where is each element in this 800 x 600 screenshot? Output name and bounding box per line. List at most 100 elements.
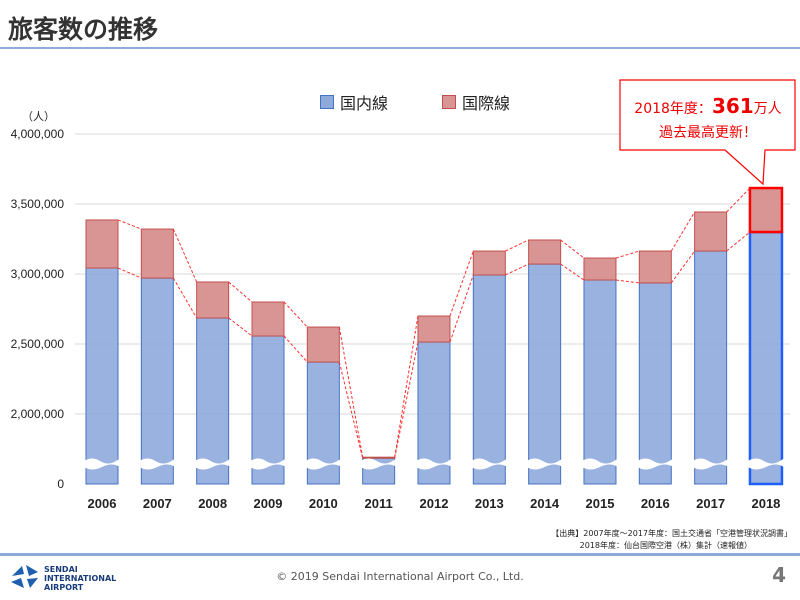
x-tick-label: 2018: [751, 496, 780, 511]
connector-domestic: [117, 267, 142, 279]
x-tick-label: 2010: [309, 496, 338, 511]
connector-domestic: [560, 263, 585, 281]
y-axis-label: （人）: [22, 110, 55, 123]
connector-domestic: [228, 317, 253, 337]
axis-break-mark: [692, 458, 730, 470]
bar-international: [85, 219, 119, 269]
bar-international: [694, 211, 728, 252]
bar-domestic: [748, 230, 784, 486]
connector-international: [117, 219, 142, 230]
x-tick-label: 2017: [696, 496, 725, 511]
page-number: 4: [772, 563, 786, 587]
connector-international: [505, 239, 529, 252]
axis-break-mark: [360, 458, 398, 470]
bar-international: [251, 301, 285, 337]
x-tick-label: 2009: [254, 496, 283, 511]
legend-swatch-international: [442, 95, 456, 109]
axis-break-mark: [84, 458, 122, 470]
airport-logo-text: SENDAI INTERNATIONAL AIRPORT: [44, 565, 117, 592]
bar-domestic: [196, 317, 230, 485]
legend-swatch-domestic: [320, 95, 334, 109]
x-tick-label: 2013: [475, 496, 504, 511]
callout-prefix: 2018年度：: [634, 101, 712, 117]
bar-domestic: [85, 267, 119, 485]
source-line2: 2018年度：仙台国際空港（株）集計（速報値）: [579, 541, 752, 550]
bar-international: [472, 250, 506, 276]
bar-international: [306, 326, 340, 363]
connector-domestic: [394, 341, 419, 459]
airport-logo-icon: [11, 565, 38, 588]
connector-international: [670, 211, 696, 252]
connector-international: [338, 326, 364, 458]
callout-line2: 過去最高更新！: [659, 125, 757, 141]
bar-domestic: [472, 274, 506, 485]
bar-international: [140, 228, 174, 279]
axis-break-mark: [747, 458, 786, 470]
axis-break-mark: [194, 458, 232, 470]
x-tick-label: 2006: [88, 496, 117, 511]
y-tick-label: 3,500,000: [11, 197, 65, 211]
connector-international: [283, 301, 308, 328]
bar-domestic: [140, 277, 174, 485]
y-tick-label: 2,500,000: [11, 337, 65, 351]
connector-domestic: [172, 277, 198, 319]
connector-international: [394, 315, 419, 458]
callout-value: 361: [711, 94, 754, 118]
bar-international: [196, 281, 230, 319]
source-line1: 【出典】2007年度～2017年度：国土交通省「空港管理状況調書」: [551, 529, 792, 538]
y-tick-label: 4,000,000: [11, 127, 65, 141]
axis-break-mark: [637, 458, 675, 470]
bar-domestic: [694, 250, 728, 485]
bar-international: [748, 186, 784, 234]
bar-international: [417, 315, 451, 343]
bar-international: [528, 239, 562, 265]
bar-international: [583, 257, 617, 281]
bar-international: [362, 456, 396, 459]
axis-break-mark: [305, 458, 343, 470]
y-tick-label: 3,000,000: [11, 267, 65, 281]
axis-break-mark: [471, 458, 509, 470]
record-callout: 2018年度：361万人 過去最高更新！: [620, 94, 796, 145]
connector-international: [228, 281, 253, 303]
source-note: 【出典】2007年度～2017年度：国土交通省「空港管理状況調書」 2018年度…: [551, 528, 792, 552]
x-tick-label: 2016: [641, 496, 670, 511]
bar-domestic: [583, 279, 617, 485]
connector-international: [449, 250, 474, 317]
x-tick-label: 2011: [365, 496, 393, 511]
legend-international: 国際線: [442, 90, 510, 114]
axis-break-mark: [415, 458, 454, 470]
connector-international: [560, 239, 585, 259]
axis-break-mark: [139, 458, 177, 470]
x-tick-label: 2015: [586, 496, 615, 511]
x-tick-label: 2008: [198, 496, 227, 511]
page-title: 旅客数の推移: [8, 15, 159, 44]
connector-domestic: [615, 279, 640, 284]
connector-international: [726, 187, 751, 213]
connector-domestic: [505, 263, 529, 276]
axis-break-mark: [249, 458, 288, 470]
callout-suffix: 万人: [753, 101, 782, 117]
connector-domestic: [338, 361, 364, 459]
footer-divider: [0, 553, 800, 556]
connector-international: [615, 250, 640, 259]
connector-domestic: [670, 250, 696, 284]
x-tick-label: 2007: [143, 496, 172, 511]
x-tick-label: 2012: [420, 496, 449, 511]
x-tick-label: 2014: [530, 496, 560, 511]
header-divider: [0, 47, 800, 49]
y-tick-label: 0: [57, 477, 64, 491]
legend-domestic: 国内線: [320, 90, 388, 114]
callout-box: [619, 79, 796, 186]
connector-domestic: [726, 231, 751, 252]
legend-label: 国際線: [462, 94, 511, 113]
bar-domestic: [638, 282, 672, 485]
copyright: © 2019 Sendai International Airport Co.,…: [276, 570, 524, 583]
axis-break-mark: [581, 458, 620, 470]
connector-domestic: [449, 274, 474, 343]
legend-label: 国内線: [340, 94, 389, 113]
bar-domestic: [528, 263, 562, 485]
connector-domestic: [283, 335, 308, 363]
axis-break-mark: [526, 458, 564, 470]
bar-international: [638, 250, 672, 284]
